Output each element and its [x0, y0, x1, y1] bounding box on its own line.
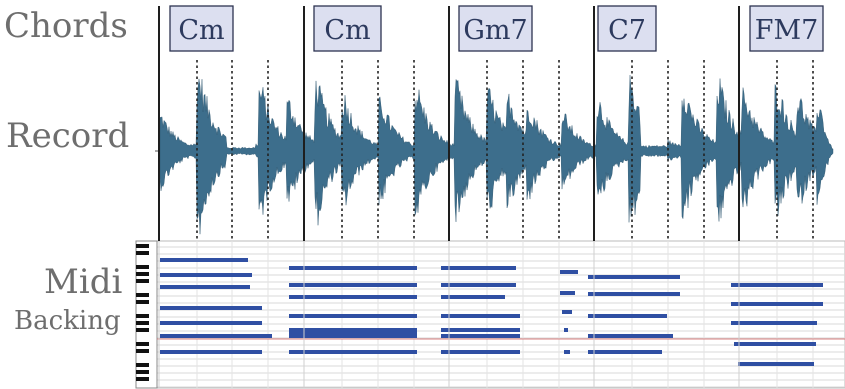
- midi-note[interactable]: [289, 283, 417, 287]
- waveform-shape: [159, 75, 834, 235]
- midi-note[interactable]: [731, 321, 817, 325]
- midi-note[interactable]: [441, 295, 505, 299]
- midi-note[interactable]: [289, 334, 417, 338]
- midi-note[interactable]: [160, 321, 262, 325]
- chord-block[interactable]: FM7: [749, 5, 824, 52]
- chord-box[interactable]: [313, 5, 382, 52]
- black-key: [136, 349, 149, 353]
- chord-label: Gm7: [463, 15, 527, 46]
- midi-note[interactable]: [588, 350, 662, 354]
- chord-label: Cm: [324, 15, 370, 46]
- midi-note[interactable]: [441, 350, 520, 354]
- midi-note[interactable]: [289, 266, 417, 270]
- midi-note[interactable]: [560, 270, 578, 274]
- black-key: [136, 265, 149, 269]
- midi-note[interactable]: [289, 331, 417, 335]
- midi-note[interactable]: [289, 328, 417, 332]
- chord-box[interactable]: [169, 5, 234, 52]
- black-key: [136, 370, 149, 374]
- chord-block[interactable]: Gm7: [458, 5, 533, 52]
- black-key: [136, 321, 149, 325]
- midi-note[interactable]: [588, 292, 680, 296]
- bar-lines: [158, 6, 814, 388]
- midi-note[interactable]: [588, 314, 667, 318]
- midi-note[interactable]: [160, 258, 248, 262]
- piano-keyboard-icon: [135, 240, 158, 389]
- midi-note[interactable]: [564, 350, 570, 354]
- midi-note[interactable]: [160, 273, 252, 277]
- chord-label: Cm: [178, 15, 224, 46]
- midi-note[interactable]: [734, 342, 816, 346]
- piano-roll: [135, 240, 845, 389]
- midi-note[interactable]: [738, 362, 814, 366]
- chord-block[interactable]: C7: [597, 5, 657, 52]
- chord-label: C7: [608, 15, 646, 46]
- chord-box[interactable]: [458, 5, 533, 52]
- midi-note[interactable]: [560, 291, 575, 295]
- midi-note[interactable]: [160, 306, 262, 310]
- midi-track-label: Midi: [44, 262, 123, 302]
- black-key: [136, 244, 149, 248]
- audio-waveform: [155, 75, 834, 235]
- black-key: [136, 293, 149, 297]
- black-key: [136, 377, 149, 381]
- chord-box[interactable]: [749, 5, 824, 52]
- midi-note[interactable]: [160, 350, 262, 354]
- midi-note[interactable]: [289, 314, 417, 318]
- black-key: [136, 363, 149, 367]
- black-key: [136, 328, 149, 332]
- chord-block[interactable]: Cm: [313, 5, 382, 52]
- black-key: [136, 251, 149, 255]
- chord-track: Cm Cm Gm7 C7 FM7: [169, 5, 824, 52]
- midi-note[interactable]: [564, 328, 568, 332]
- black-key: [136, 279, 149, 283]
- midi-note[interactable]: [441, 334, 520, 338]
- midi-note[interactable]: [562, 310, 572, 314]
- midi-note[interactable]: [441, 328, 520, 332]
- backing-track-label: Backing: [14, 306, 121, 336]
- black-key: [136, 314, 149, 318]
- midi-note[interactable]: [731, 302, 823, 306]
- midi-note[interactable]: [731, 283, 823, 287]
- midi-note[interactable]: [441, 283, 516, 287]
- midi-note[interactable]: [289, 350, 417, 354]
- black-key: [136, 342, 149, 346]
- midi-note[interactable]: [160, 334, 272, 338]
- midi-note[interactable]: [588, 334, 673, 338]
- black-key: [136, 300, 149, 304]
- midi-note[interactable]: [289, 295, 417, 299]
- midi-note[interactable]: [441, 314, 520, 318]
- black-key: [136, 272, 149, 276]
- chords-track-label: Chords: [4, 6, 128, 46]
- chord-block[interactable]: Cm: [169, 5, 234, 52]
- midi-note[interactable]: [588, 275, 680, 279]
- record-track-label: Record: [6, 116, 130, 156]
- chord-box[interactable]: [597, 5, 657, 52]
- midi-note[interactable]: [441, 266, 516, 270]
- midi-note[interactable]: [160, 285, 250, 289]
- chord-label: FM7: [755, 15, 819, 46]
